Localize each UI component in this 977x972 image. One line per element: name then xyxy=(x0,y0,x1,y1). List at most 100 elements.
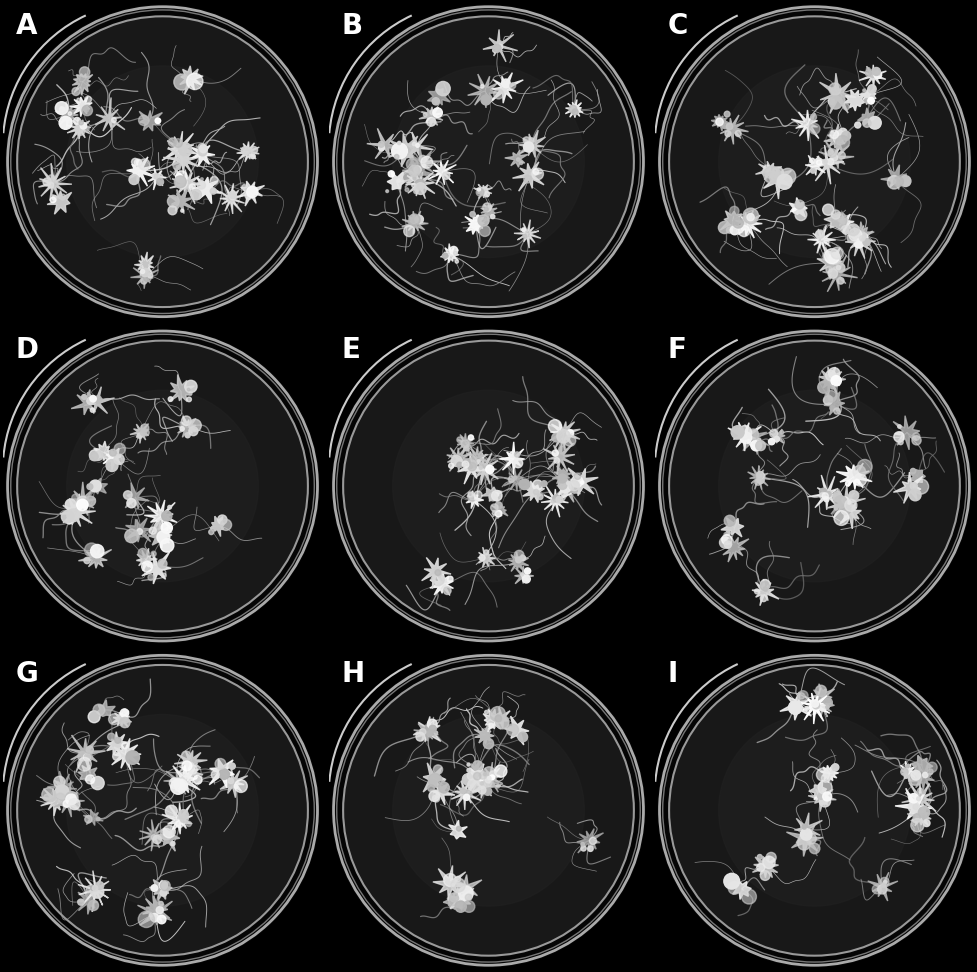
Circle shape xyxy=(828,158,833,165)
Circle shape xyxy=(155,567,162,574)
Polygon shape xyxy=(483,29,518,62)
Circle shape xyxy=(816,685,827,696)
Circle shape xyxy=(818,781,832,794)
Polygon shape xyxy=(149,520,172,548)
Circle shape xyxy=(872,67,880,76)
Circle shape xyxy=(567,481,571,485)
Circle shape xyxy=(82,105,93,116)
Circle shape xyxy=(182,416,191,426)
Circle shape xyxy=(826,266,832,272)
Circle shape xyxy=(828,98,834,105)
Circle shape xyxy=(849,491,859,501)
Circle shape xyxy=(912,435,921,445)
Circle shape xyxy=(185,433,191,437)
Circle shape xyxy=(175,780,188,792)
Polygon shape xyxy=(142,552,171,584)
Polygon shape xyxy=(457,434,475,453)
Polygon shape xyxy=(721,518,743,537)
Circle shape xyxy=(137,159,141,164)
Circle shape xyxy=(748,429,758,439)
Circle shape xyxy=(823,789,826,793)
Circle shape xyxy=(419,156,427,163)
Circle shape xyxy=(228,193,236,202)
Polygon shape xyxy=(138,895,173,925)
Polygon shape xyxy=(752,855,779,878)
Circle shape xyxy=(484,787,491,795)
Circle shape xyxy=(393,714,584,906)
Circle shape xyxy=(123,491,132,500)
Polygon shape xyxy=(812,683,834,710)
Circle shape xyxy=(154,174,160,180)
Circle shape xyxy=(86,496,96,506)
Polygon shape xyxy=(239,181,265,206)
Polygon shape xyxy=(482,487,502,502)
Polygon shape xyxy=(466,491,484,508)
Circle shape xyxy=(176,174,183,180)
Circle shape xyxy=(484,739,493,748)
Circle shape xyxy=(913,433,920,440)
Polygon shape xyxy=(821,765,838,782)
Circle shape xyxy=(142,561,152,572)
Circle shape xyxy=(823,159,828,164)
Polygon shape xyxy=(453,452,488,484)
Circle shape xyxy=(730,206,739,216)
Circle shape xyxy=(455,877,460,882)
Circle shape xyxy=(75,125,85,135)
Polygon shape xyxy=(69,97,92,117)
Circle shape xyxy=(515,452,520,457)
Circle shape xyxy=(393,66,584,258)
Circle shape xyxy=(114,443,125,455)
Circle shape xyxy=(386,190,389,192)
Polygon shape xyxy=(735,211,762,238)
Circle shape xyxy=(815,797,818,800)
Circle shape xyxy=(55,787,65,798)
Circle shape xyxy=(468,493,476,502)
Circle shape xyxy=(487,490,489,494)
Polygon shape xyxy=(163,771,192,794)
Circle shape xyxy=(820,488,827,496)
Circle shape xyxy=(572,475,583,487)
Circle shape xyxy=(129,175,139,185)
Circle shape xyxy=(190,184,195,191)
Circle shape xyxy=(443,172,449,179)
Polygon shape xyxy=(450,887,474,911)
Circle shape xyxy=(922,809,925,813)
Circle shape xyxy=(198,147,207,156)
Circle shape xyxy=(89,450,100,461)
Circle shape xyxy=(822,236,825,238)
Circle shape xyxy=(344,341,633,631)
Circle shape xyxy=(742,889,756,904)
Circle shape xyxy=(174,139,183,148)
Circle shape xyxy=(455,260,458,263)
Circle shape xyxy=(468,779,481,791)
Circle shape xyxy=(760,595,767,602)
Circle shape xyxy=(211,771,219,779)
Circle shape xyxy=(434,731,438,735)
Circle shape xyxy=(554,458,560,463)
Circle shape xyxy=(556,497,563,503)
Circle shape xyxy=(451,884,454,886)
Circle shape xyxy=(831,87,840,95)
Polygon shape xyxy=(162,131,199,168)
Circle shape xyxy=(483,203,491,212)
Polygon shape xyxy=(163,144,198,175)
Circle shape xyxy=(828,253,840,264)
Circle shape xyxy=(820,705,827,712)
Polygon shape xyxy=(137,548,157,571)
Circle shape xyxy=(474,773,481,780)
Circle shape xyxy=(833,267,836,270)
Circle shape xyxy=(670,341,958,631)
Circle shape xyxy=(777,174,792,190)
Circle shape xyxy=(455,898,465,908)
Circle shape xyxy=(470,212,475,217)
Circle shape xyxy=(71,494,79,502)
Circle shape xyxy=(66,390,258,582)
Circle shape xyxy=(923,819,930,826)
Circle shape xyxy=(77,98,80,102)
Polygon shape xyxy=(72,74,93,95)
Polygon shape xyxy=(908,469,925,483)
Circle shape xyxy=(763,856,775,869)
Circle shape xyxy=(82,395,87,399)
Circle shape xyxy=(913,814,920,820)
Circle shape xyxy=(818,793,825,799)
